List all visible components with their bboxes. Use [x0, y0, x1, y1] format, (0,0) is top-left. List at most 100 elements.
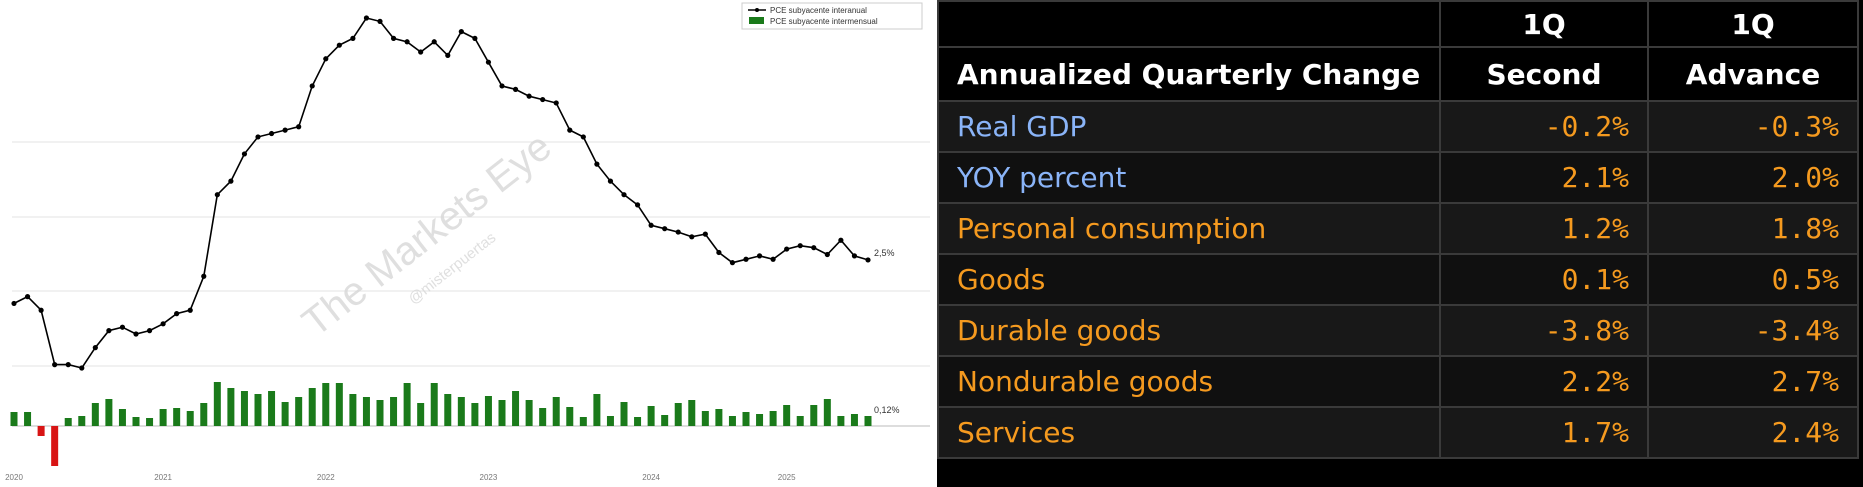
x-tick-label: 2023 [480, 473, 498, 482]
bar-mark [634, 417, 642, 426]
header-empty [937, 0, 1441, 48]
line-point [24, 294, 31, 300]
line-point [512, 86, 519, 92]
bar-mark [837, 416, 845, 426]
line-point [811, 245, 817, 251]
header-advance: Advance [1647, 46, 1859, 102]
table-row: Real GDP -0.2% -0.3% [937, 100, 1859, 153]
bar-mark [227, 388, 235, 426]
bar-mark [10, 412, 18, 426]
bar-mark [661, 415, 669, 426]
bar-mark [322, 383, 330, 426]
line-point [418, 49, 424, 55]
bar-mark [186, 411, 194, 426]
bar-mark [417, 403, 425, 426]
advance-estimate-value: -3.4% [1647, 304, 1859, 357]
bar-mark [390, 397, 398, 426]
monthly-bars [10, 382, 872, 466]
bar-mark [756, 414, 764, 426]
line-point [174, 311, 180, 317]
bar-mark [783, 405, 791, 426]
advance-estimate-value: 0.5% [1647, 253, 1859, 306]
line-point [323, 56, 329, 62]
second-estimate-value: -0.2% [1439, 100, 1649, 153]
chart-legend: PCE subyacente interanual PCE subyacente… [741, 2, 923, 30]
bar-mark [579, 417, 587, 426]
bar-mark [173, 408, 181, 426]
line-point [838, 237, 844, 243]
watermark-text: The Markets Eye [294, 124, 559, 345]
table-row: Goods 0.1% 0.5% [937, 253, 1859, 306]
line-point [228, 178, 234, 184]
bar-mark [64, 418, 72, 426]
line-point [621, 192, 627, 198]
line-point [797, 243, 803, 249]
line-point [662, 226, 668, 232]
bar-mark [118, 409, 126, 426]
line-end-label: 2,5% [874, 248, 895, 258]
bar-mark [498, 400, 506, 426]
yoy-line-series [11, 15, 871, 371]
bar-mark [268, 391, 276, 426]
x-tick-label: 2024 [642, 473, 660, 482]
gdp-table: 1Q 1Q Annualized Quarterly Change Second… [937, 0, 1859, 459]
table-header-row: 1Q 1Q [937, 0, 1859, 48]
row-label: Nondurable goods [937, 355, 1441, 408]
bar-mark [620, 402, 628, 426]
line-point [65, 362, 71, 368]
bar-mark [430, 383, 438, 426]
line-point [594, 161, 600, 167]
line-path [13, 17, 869, 369]
header-metric: Annualized Quarterly Change [937, 46, 1441, 102]
line-point [567, 127, 573, 133]
header-second: Second [1439, 46, 1649, 102]
bar-mark [254, 394, 262, 426]
line-point [38, 307, 44, 313]
line-point [824, 251, 830, 258]
bar-mark [796, 416, 804, 426]
row-label: YOY percent [937, 151, 1441, 204]
bar-mark [308, 388, 316, 426]
line-point [702, 231, 708, 237]
bar-mark [37, 426, 45, 436]
pce-chart-panel: The Markets Eye @misterpuertas 2020 2021 2… [0, 0, 930, 487]
table-row: YOY percent 2.1% 2.0% [937, 151, 1859, 204]
table-body: Real GDP -0.2% -0.3% YOY percent 2.1% 2.0% Per… [937, 100, 1859, 459]
line-point [119, 324, 126, 330]
line-point [309, 83, 315, 89]
advance-estimate-value: 2.7% [1647, 355, 1859, 408]
line-point [526, 93, 532, 99]
bar-mark [742, 412, 750, 426]
watermark: The Markets Eye @misterpuertas [294, 124, 559, 345]
x-axis-ticks: 2020 2021 2022 2023 2024 2025 [5, 473, 796, 482]
line-point [729, 260, 736, 266]
line-point [431, 39, 437, 45]
x-tick-label: 2021 [154, 473, 172, 482]
line-point [390, 35, 397, 41]
table-row: Personal consumption 1.2% 1.8% [937, 202, 1859, 255]
line-point [865, 257, 871, 263]
line-point [770, 256, 776, 262]
bar-mark [457, 397, 465, 426]
bar-mark [728, 416, 736, 426]
line-point [201, 273, 207, 279]
bar-mark [240, 391, 248, 426]
line-point [377, 18, 383, 24]
bar-mark [606, 416, 614, 426]
bar-mark [864, 416, 872, 426]
bar-mark [593, 394, 601, 426]
row-label: Durable goods [937, 304, 1441, 357]
bar-mark [362, 397, 370, 426]
bar-mark [525, 400, 533, 426]
header-second-quarter: 1Q [1439, 0, 1649, 48]
second-estimate-value: 2.1% [1439, 151, 1649, 204]
pce-chart: The Markets Eye @misterpuertas 2020 2021 2… [5, 2, 930, 482]
bar-mark [159, 409, 167, 426]
gdp-table-panel: 1Q 1Q Annualized Quarterly Change Second… [937, 0, 1863, 487]
bar-mark [552, 397, 560, 426]
legend-line-label: PCE subyacente interanual [770, 6, 867, 15]
x-tick-label: 2020 [5, 473, 23, 482]
line-point [160, 321, 166, 327]
line-point [282, 127, 288, 133]
x-tick-label: 2022 [317, 473, 335, 482]
